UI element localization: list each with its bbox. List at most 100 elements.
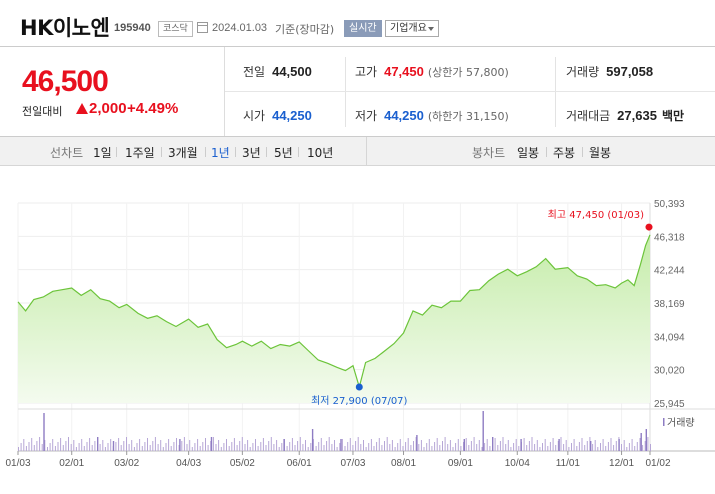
volume-bar bbox=[505, 444, 507, 451]
volume-bar bbox=[28, 442, 30, 451]
quote-date: 2024.01.03 bbox=[212, 22, 268, 34]
volume-bar bbox=[286, 446, 288, 451]
volume-bar bbox=[518, 446, 520, 451]
volume-bar bbox=[218, 440, 220, 451]
volume-bar bbox=[431, 446, 433, 451]
trade-value-unit: 백만 bbox=[661, 109, 685, 123]
divider bbox=[298, 147, 299, 157]
volume-bar bbox=[179, 439, 181, 451]
volume-bar bbox=[41, 444, 43, 451]
realtime-button[interactable]: 실시간 bbox=[344, 20, 382, 37]
volume-bar bbox=[173, 442, 175, 451]
volume-bar bbox=[410, 445, 412, 451]
volume-bar bbox=[255, 439, 256, 451]
volume-bar bbox=[265, 445, 267, 451]
tab-1w[interactable]: 1주일 bbox=[125, 146, 155, 160]
volume-bar bbox=[297, 441, 299, 451]
volume-bar bbox=[502, 437, 504, 451]
day-low: 저가 44,250 (하한가 31,150) bbox=[355, 107, 509, 124]
volume-bar bbox=[165, 443, 167, 451]
volume-bar bbox=[205, 438, 206, 451]
tab-3y[interactable]: 3년 bbox=[242, 146, 261, 160]
x-tick-label: 08/01 bbox=[391, 458, 416, 469]
volume-bar bbox=[334, 440, 335, 451]
x-axis-labels: 01/03 02/01 03/02 04/03 05/02 06/01 07/03 08/01… bbox=[5, 451, 671, 469]
x-tick-label: 02/01 bbox=[59, 458, 84, 469]
volume-bar bbox=[368, 443, 370, 451]
volume-bar bbox=[639, 438, 641, 451]
volume-bar bbox=[365, 447, 367, 451]
y-tick-label: 50,393 bbox=[654, 199, 685, 210]
open-price: 시가 44,250 bbox=[243, 107, 312, 124]
volume-bar bbox=[170, 446, 172, 451]
tab-1d[interactable]: 1일 bbox=[93, 146, 112, 160]
volume-bar bbox=[542, 443, 543, 451]
volume-bar bbox=[357, 437, 359, 451]
volume-bar bbox=[621, 444, 622, 451]
volume-bar bbox=[447, 444, 449, 451]
volume-bar bbox=[102, 440, 104, 451]
volume-bar bbox=[628, 443, 630, 451]
volume-bar bbox=[194, 443, 196, 451]
volume-bar bbox=[47, 447, 48, 451]
volume-bar bbox=[494, 438, 496, 451]
volume-bar bbox=[199, 446, 201, 451]
volume-bar bbox=[43, 413, 45, 451]
volume-bar bbox=[623, 440, 625, 451]
volume-bar bbox=[115, 442, 117, 451]
prev-close: 전일 44,500 bbox=[243, 63, 312, 80]
price-change-percent: +4.49% bbox=[127, 100, 179, 117]
volume-bar bbox=[523, 438, 525, 451]
volume-bar bbox=[123, 441, 125, 451]
price-summary: 46,500 전일대비 2,000 +4.49% 전일 44,500 고가 47,4… bbox=[0, 46, 715, 137]
volume-bar bbox=[149, 445, 151, 451]
volume-bar bbox=[236, 445, 238, 451]
volume-bar bbox=[186, 444, 188, 451]
volume-bar bbox=[281, 443, 283, 451]
volume-bar bbox=[36, 441, 38, 451]
volume-bar bbox=[241, 437, 243, 451]
volume-bar bbox=[289, 442, 291, 451]
volume-bar bbox=[18, 447, 19, 451]
upper-limit: (상한가 57,800) bbox=[427, 66, 509, 79]
volume-bar bbox=[99, 444, 101, 451]
volume-bar bbox=[355, 441, 357, 451]
volume-bar bbox=[160, 440, 162, 451]
volume-bar bbox=[499, 441, 501, 451]
x-tick-label: 01/02 bbox=[645, 458, 670, 469]
tab-monthly-candle[interactable]: 월봉 bbox=[589, 146, 612, 160]
y-axis-labels: 50,393 46,318 42,244 38,169 34,094 30,020 25,9… bbox=[654, 199, 685, 410]
volume-bar bbox=[189, 440, 191, 451]
volume-bar bbox=[107, 443, 109, 451]
y-tick-label: 34,094 bbox=[654, 332, 685, 343]
volume-bar bbox=[33, 445, 35, 451]
price-chart[interactable]: 50,393 46,318 42,244 38,169 34,094 30,020 25,9… bbox=[0, 166, 715, 494]
volume-bar bbox=[418, 444, 420, 451]
quote-basis: 기준(장마감) bbox=[275, 23, 335, 36]
volume-bar bbox=[244, 444, 246, 451]
company-overview-dropdown[interactable]: 기업개요 bbox=[385, 20, 439, 37]
tab-3m[interactable]: 3개월 bbox=[168, 146, 198, 160]
tab-weekly-candle[interactable]: 주봉 bbox=[553, 146, 576, 160]
price-change: 2,000 bbox=[89, 100, 127, 117]
volume-bar bbox=[131, 440, 133, 451]
volume-bar bbox=[183, 437, 185, 451]
volume-bar bbox=[136, 443, 138, 451]
tab-10y[interactable]: 10년 bbox=[307, 146, 334, 160]
volume-bar bbox=[497, 445, 499, 451]
tab-5y[interactable]: 5년 bbox=[274, 146, 293, 160]
volume-bar bbox=[436, 438, 438, 451]
trade-value-label: 거래대금 bbox=[566, 109, 611, 123]
volume-bar bbox=[452, 447, 454, 451]
volume-bar bbox=[260, 442, 262, 451]
volume-bar bbox=[544, 439, 546, 451]
volume-bar bbox=[310, 443, 312, 451]
current-price-panel: 46,500 전일대비 2,000 +4.49% bbox=[0, 47, 225, 136]
volume-bar bbox=[376, 442, 378, 451]
high-label: 최고 47,450 (01/03) bbox=[548, 209, 644, 221]
volume-bar bbox=[212, 437, 214, 451]
day-low-label: 저가 bbox=[355, 109, 378, 123]
tab-daily-candle[interactable]: 일봉 bbox=[517, 146, 540, 160]
tab-1y[interactable]: 1년 bbox=[211, 146, 230, 160]
volume-bar bbox=[65, 441, 67, 451]
